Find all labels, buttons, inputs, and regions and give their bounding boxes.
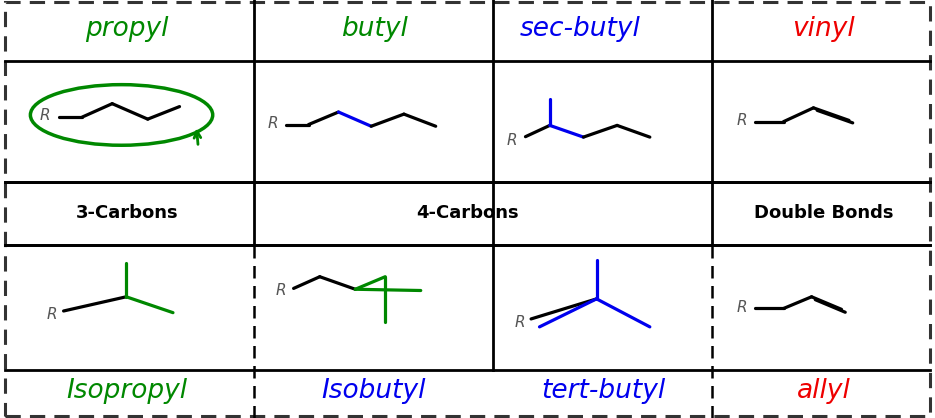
Text: R: R [267, 116, 279, 131]
Text: 3-Carbons: 3-Carbons [76, 204, 179, 222]
Text: vinyl: vinyl [792, 16, 856, 42]
Text: R: R [46, 307, 57, 322]
Text: R: R [514, 315, 525, 330]
Text: R: R [736, 113, 747, 128]
Text: Isobutyl: Isobutyl [322, 378, 426, 404]
Text: allyl: allyl [797, 378, 851, 404]
Text: R: R [507, 133, 518, 148]
Text: Double Bonds: Double Bonds [754, 204, 894, 222]
Text: R: R [736, 300, 747, 315]
Text: Isopropyl: Isopropyl [66, 378, 188, 404]
Text: tert-butyl: tert-butyl [541, 378, 665, 404]
Text: propyl: propyl [85, 16, 169, 42]
Text: butyl: butyl [340, 16, 408, 42]
Text: sec-butyl: sec-butyl [519, 16, 640, 42]
Text: R: R [39, 108, 50, 123]
Text: R: R [275, 283, 286, 298]
Text: 4-Carbons: 4-Carbons [416, 204, 519, 222]
